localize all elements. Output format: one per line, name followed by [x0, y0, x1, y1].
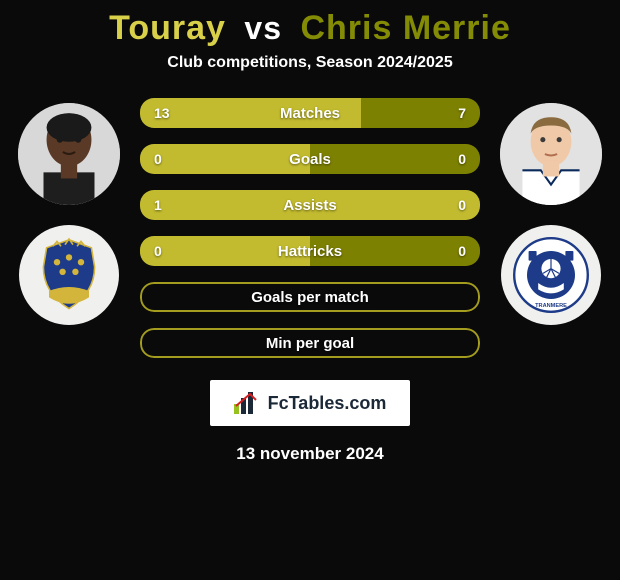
vs-text: vs — [244, 10, 282, 46]
player1-name: Touray — [109, 9, 226, 47]
stat-row: Min per goal — [140, 328, 480, 358]
main-content: 137Matches 00Goals 10Assists 00Hattricks Goa… — [10, 98, 610, 358]
stat-row: 10Assists — [140, 190, 480, 220]
brand-bars-icon — [234, 392, 262, 414]
tranmere-crest-icon: TRANMERE — [511, 235, 591, 315]
date-text: 13 november 2024 — [10, 444, 610, 464]
player2-avatar-icon — [500, 103, 602, 205]
svg-text:TRANMERE: TRANMERE — [535, 303, 567, 309]
brand-text: FcTables.com — [268, 393, 387, 414]
left-column — [18, 98, 120, 325]
player2-club-crest: TRANMERE — [501, 225, 601, 325]
stat-row: 00Goals — [140, 144, 480, 174]
comparison-card: Touray vs Chris Merrie Club competitions… — [0, 0, 620, 580]
stat-label: Matches — [140, 98, 480, 128]
stat-label: Min per goal — [140, 328, 480, 358]
stockport-crest-icon — [29, 235, 109, 315]
player1-avatar — [18, 103, 120, 205]
stat-label: Goals per match — [140, 282, 480, 312]
stat-label: Goals — [140, 144, 480, 174]
brand-logo: FcTables.com — [210, 380, 410, 426]
subtitle: Club competitions, Season 2024/2025 — [10, 54, 610, 72]
page-title: Touray vs Chris Merrie — [10, 9, 610, 48]
stat-label: Assists — [140, 190, 480, 220]
player1-avatar-icon — [18, 103, 120, 205]
right-column: TRANMERE — [500, 98, 602, 325]
stat-bars: 137Matches 00Goals 10Assists 00Hattricks Goa… — [140, 98, 480, 358]
stat-row: 137Matches — [140, 98, 480, 128]
stat-row: 00Hattricks — [140, 236, 480, 266]
player2-name: Chris Merrie — [300, 9, 510, 47]
player2-avatar — [500, 103, 602, 205]
player1-club-crest — [19, 225, 119, 325]
stat-label: Hattricks — [140, 236, 480, 266]
stat-row: Goals per match — [140, 282, 480, 312]
